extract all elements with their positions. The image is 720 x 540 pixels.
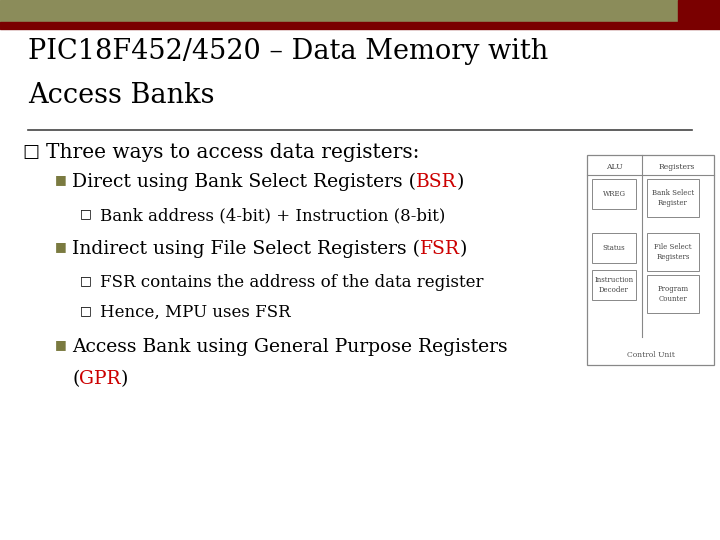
Text: Three ways to access data registers:: Three ways to access data registers: [46, 143, 420, 162]
Text: WREG: WREG [603, 190, 626, 198]
Text: Indirect using File Select Registers (: Indirect using File Select Registers ( [72, 240, 420, 258]
Text: PIC18F452/4520 – Data Memory with: PIC18F452/4520 – Data Memory with [28, 38, 548, 65]
Bar [0, 22, 720, 29]
Bar [592, 270, 636, 300]
Text: ■: ■ [55, 240, 67, 253]
Text: GPR: GPR [79, 370, 121, 388]
Text: ALU: ALU [606, 163, 622, 171]
Text: □: □ [80, 274, 91, 287]
Text: ■: ■ [55, 173, 67, 186]
Text: □: □ [80, 304, 91, 317]
Text: FSR: FSR [420, 240, 460, 258]
Text: Bank Select
Register: Bank Select Register [652, 190, 694, 207]
Text: File Select
Registers: File Select Registers [654, 244, 692, 261]
Text: Instruction
Decoder: Instruction Decoder [595, 276, 634, 294]
Bar [647, 233, 699, 271]
Text: ): ) [460, 240, 467, 258]
Text: ■: ■ [55, 338, 67, 351]
Bar [592, 233, 636, 263]
Text: Control Unit: Control Unit [626, 351, 675, 359]
Bar [0, 0, 720, 22]
Text: Access Banks: Access Banks [28, 82, 215, 109]
Bar [592, 179, 636, 209]
Text: (: ( [72, 370, 79, 388]
Text: Direct using Bank Select Registers (: Direct using Bank Select Registers ( [72, 173, 416, 191]
Text: ): ) [121, 370, 128, 388]
Text: Hence, MPU uses FSR: Hence, MPU uses FSR [100, 304, 291, 321]
Bar [647, 275, 699, 313]
Text: Status: Status [603, 244, 625, 252]
Text: □: □ [22, 143, 39, 161]
Bar [647, 179, 699, 217]
Text: Program
Counter: Program Counter [657, 286, 688, 302]
Text: ): ) [456, 173, 464, 191]
Text: □: □ [80, 207, 91, 220]
Text: BSR: BSR [416, 173, 456, 191]
Text: FSR contains the address of the data register: FSR contains the address of the data reg… [100, 274, 484, 291]
Text: Access Bank using General Purpose Registers: Access Bank using General Purpose Regist… [72, 338, 508, 356]
Text: Bank address (4-bit) + Instruction (8-bit): Bank address (4-bit) + Instruction (8-bi… [100, 207, 446, 224]
Bar [678, 0, 720, 22]
Text: Registers: Registers [659, 163, 696, 171]
Bar [587, 155, 714, 365]
